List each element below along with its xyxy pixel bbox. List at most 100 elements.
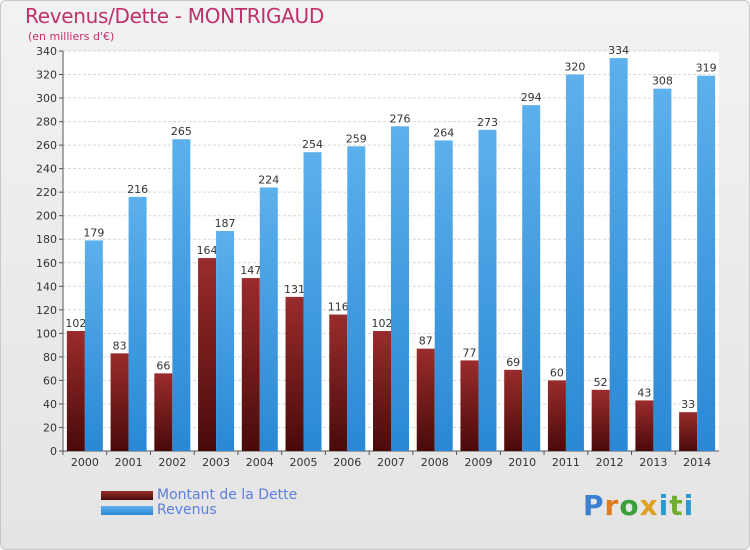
bar-dette [373, 331, 391, 451]
bar-revenus [522, 105, 541, 451]
y-tick-label: 20 [43, 421, 57, 434]
bar-revenus [84, 240, 103, 451]
x-tick-label: 2007 [377, 456, 405, 469]
data-label: 179 [83, 226, 104, 239]
y-tick-label: 300 [36, 92, 57, 105]
chart-title: Revenus/Dette - MONTRIGAUD [25, 4, 324, 28]
data-label: 276 [390, 112, 411, 125]
y-tick-label: 240 [36, 163, 57, 176]
bar-revenus [697, 75, 716, 452]
proxiti-logo: Proxiti [583, 489, 695, 522]
y-tick-label: 220 [36, 186, 57, 199]
legend-swatch-dette [101, 491, 153, 500]
x-tick-label: 2005 [290, 456, 318, 469]
data-label: 224 [258, 173, 279, 186]
bar-revenus [609, 58, 628, 451]
data-label: 147 [240, 264, 261, 277]
y-tick-label: 200 [36, 210, 57, 223]
data-label: 60 [550, 366, 564, 379]
data-label: 116 [328, 301, 349, 314]
bar-dette [460, 360, 479, 451]
data-label: 43 [637, 386, 651, 399]
x-tick-label: 2014 [683, 456, 711, 469]
bar-dette [416, 348, 435, 451]
data-label: 102 [372, 317, 393, 330]
x-tick-label: 2012 [596, 456, 624, 469]
bar-dette [241, 278, 260, 451]
x-tick-label: 2003 [202, 456, 230, 469]
data-label: 319 [696, 62, 717, 75]
bar-revenus [303, 152, 322, 452]
x-tick-label: 2002 [158, 456, 186, 469]
bar-revenus [565, 74, 584, 451]
bar-dette [547, 380, 566, 451]
data-label: 264 [433, 126, 454, 139]
bar-revenus [478, 129, 497, 451]
data-label: 164 [197, 244, 218, 257]
data-label: 259 [346, 132, 367, 145]
data-label: 273 [477, 116, 498, 129]
y-tick-label: 180 [36, 233, 57, 246]
y-tick-label: 320 [36, 69, 57, 82]
bar-dette [635, 400, 654, 451]
bar-dette [285, 296, 304, 451]
data-label: 320 [564, 61, 585, 74]
data-label: 216 [127, 183, 148, 196]
bar-revenus [128, 196, 147, 451]
bar-revenus [216, 231, 235, 451]
bar-dette [591, 389, 610, 451]
data-label: 66 [156, 359, 170, 372]
y-tick-label: 80 [43, 351, 57, 364]
x-tick-label: 2011 [552, 456, 580, 469]
bar-dette [110, 353, 129, 451]
y-tick-label: 260 [36, 139, 57, 152]
y-tick-label: 40 [43, 398, 57, 411]
bar-dette [154, 373, 173, 451]
x-tick-label: 2009 [464, 456, 492, 469]
x-tick-label: 2004 [246, 456, 274, 469]
legend-label-dette: Montant de la Dette [157, 487, 298, 503]
data-label: 52 [594, 376, 608, 389]
legend-swatch-revenus [101, 506, 153, 515]
y-tick-label: 160 [36, 257, 57, 270]
x-tick-label: 2001 [115, 456, 143, 469]
bar-revenus [391, 126, 409, 451]
bar-revenus [172, 139, 191, 451]
x-tick-label: 2008 [421, 456, 449, 469]
y-tick-label: 280 [36, 116, 57, 129]
data-label: 83 [113, 339, 127, 352]
bar-revenus [347, 146, 366, 451]
data-label: 334 [608, 44, 629, 57]
bar-dette [66, 331, 85, 451]
y-tick-label: 60 [43, 374, 57, 387]
data-label: 77 [462, 346, 476, 359]
data-label: 265 [171, 125, 192, 138]
y-tick-label: 140 [36, 280, 57, 293]
y-tick-label: 0 [50, 445, 57, 458]
y-tick-label: 120 [36, 304, 57, 317]
bar-revenus [434, 140, 453, 452]
y-tick-label: 340 [36, 45, 57, 58]
bar-dette [504, 369, 523, 451]
bar-dette [679, 412, 698, 451]
data-label: 187 [215, 217, 236, 230]
legend-label-revenus: Revenus [157, 502, 217, 518]
x-tick-label: 2013 [639, 456, 667, 469]
data-label: 254 [302, 138, 323, 151]
data-label: 294 [521, 91, 542, 104]
data-label: 33 [681, 398, 695, 411]
chart-subtitle: (en milliers d'€) [28, 30, 115, 43]
y-tick-label: 100 [36, 327, 57, 340]
data-label: 87 [419, 335, 433, 348]
data-label: 131 [284, 283, 305, 296]
bar-revenus [259, 187, 278, 451]
data-label: 102 [65, 317, 86, 330]
data-label: 308 [652, 75, 673, 88]
bar-dette [198, 258, 217, 451]
x-tick-label: 2010 [508, 456, 536, 469]
data-label: 69 [506, 356, 520, 369]
x-tick-label: 2006 [333, 456, 361, 469]
bar-dette [329, 314, 348, 451]
